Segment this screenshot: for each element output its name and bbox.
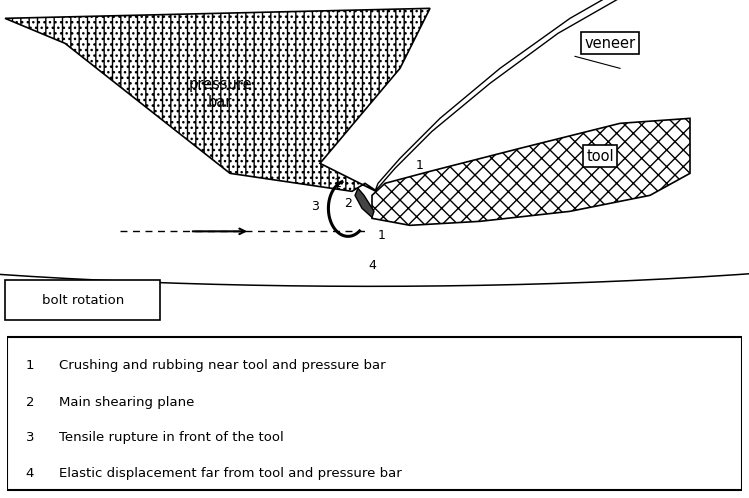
Text: Crushing and rubbing near tool and pressure bar: Crushing and rubbing near tool and press… bbox=[59, 359, 386, 372]
Text: 1: 1 bbox=[416, 159, 424, 172]
Text: bolt rotation: bolt rotation bbox=[42, 294, 124, 307]
Text: pressure
bar: pressure bar bbox=[188, 77, 252, 110]
Text: Tensile rupture in front of the tool: Tensile rupture in front of the tool bbox=[59, 431, 284, 444]
Text: veneer: veneer bbox=[584, 36, 636, 51]
Text: Elastic displacement far from tool and pressure bar: Elastic displacement far from tool and p… bbox=[59, 468, 401, 481]
Polygon shape bbox=[355, 188, 374, 217]
Text: 2: 2 bbox=[344, 197, 352, 210]
Text: 2: 2 bbox=[25, 396, 34, 409]
Text: 4: 4 bbox=[25, 468, 34, 481]
Text: 1: 1 bbox=[25, 359, 34, 372]
Polygon shape bbox=[5, 8, 430, 193]
Text: 1: 1 bbox=[378, 229, 386, 242]
Polygon shape bbox=[375, 0, 690, 191]
Text: tool: tool bbox=[586, 149, 614, 164]
Text: 3: 3 bbox=[25, 431, 34, 444]
Bar bbox=[5, 280, 160, 320]
Polygon shape bbox=[372, 119, 690, 225]
Text: 3: 3 bbox=[311, 200, 319, 213]
Text: 4: 4 bbox=[368, 259, 376, 272]
Text: 1: 1 bbox=[334, 177, 342, 190]
Text: Main shearing plane: Main shearing plane bbox=[59, 396, 194, 409]
